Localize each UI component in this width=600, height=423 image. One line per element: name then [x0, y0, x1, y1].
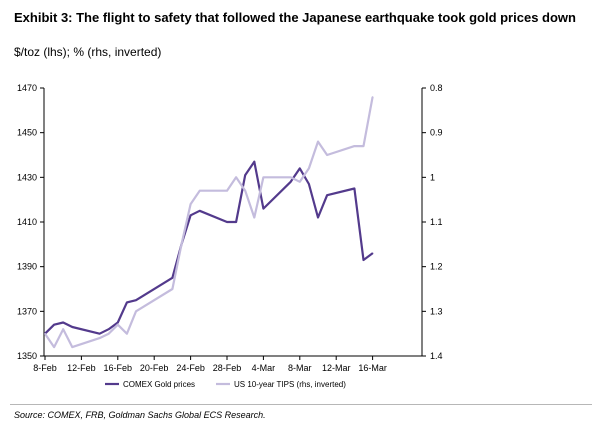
data-point [262, 207, 265, 210]
data-point [71, 326, 74, 328]
data-point [362, 259, 365, 261]
left-tick-label: 1450 [17, 128, 37, 138]
data-point [98, 332, 101, 335]
data-point [126, 332, 128, 335]
left-tick-label: 1410 [17, 217, 37, 227]
data-point [353, 145, 356, 147]
data-point [253, 160, 256, 163]
data-point [308, 167, 310, 170]
data-point [107, 332, 110, 335]
data-point [135, 299, 137, 302]
data-point [98, 337, 101, 339]
x-tick-label: 12-Mar [322, 363, 351, 373]
data-point [189, 214, 192, 217]
data-point [171, 277, 174, 279]
x-tick-label: 8-Feb [33, 363, 57, 373]
data-point [299, 181, 301, 183]
data-point [235, 221, 237, 223]
data-point [180, 243, 183, 246]
left-tick-label: 1390 [17, 262, 37, 272]
right-tick-label: 1.2 [430, 262, 443, 272]
right-tick-label: 1.1 [430, 217, 443, 227]
data-point [371, 252, 374, 255]
x-tick-label: 4-Mar [252, 363, 276, 373]
data-point [317, 216, 319, 219]
x-tick-label: 20-Feb [140, 363, 169, 373]
left-tick-label: 1350 [17, 351, 37, 361]
right-tick-label: 1.4 [430, 351, 443, 361]
footer-divider [10, 404, 592, 405]
data-point [244, 189, 246, 192]
data-point [117, 323, 119, 326]
data-point [171, 288, 174, 290]
x-tick-label: 28-Feb [213, 363, 242, 373]
data-point [362, 145, 365, 147]
series-line-tips [44, 96, 374, 349]
data-point [53, 346, 55, 348]
data-point [289, 181, 292, 183]
data-point [326, 154, 328, 156]
data-point [317, 140, 319, 143]
data-point [71, 346, 74, 348]
chart-title: Exhibit 3: The flight to safety that fol… [14, 10, 576, 25]
right-tick-label: 0.8 [430, 83, 443, 93]
data-point [189, 203, 192, 205]
data-point [117, 321, 119, 324]
chart-source: Source: COMEX, FRB, Goldman Sachs Global… [14, 410, 266, 420]
data-point [308, 183, 310, 185]
right-tick-label: 0.9 [430, 128, 443, 138]
data-point [262, 176, 265, 179]
data-point [244, 174, 246, 176]
x-tick-label: 16-Mar [358, 363, 387, 373]
x-tick-label: 12-Feb [67, 363, 96, 373]
data-point [289, 176, 292, 179]
data-point [226, 189, 228, 192]
data-point [353, 187, 356, 190]
data-point [62, 321, 64, 324]
right-tick-label: 1 [430, 172, 435, 182]
data-point [107, 328, 110, 331]
x-tick-label: 8-Mar [288, 363, 312, 373]
right-tick-label: 1.3 [430, 306, 443, 316]
data-point [198, 210, 201, 212]
x-tick-label: 16-Feb [104, 363, 133, 373]
data-point [326, 194, 328, 196]
data-point [198, 189, 201, 192]
chart-subtitle: $/toz (lhs); % (rhs, inverted) [14, 45, 162, 59]
data-point [226, 221, 228, 223]
series-line-gold [44, 160, 374, 335]
data-point [235, 176, 237, 179]
data-point [299, 167, 301, 170]
data-point [371, 96, 374, 98]
left-tick-label: 1370 [17, 306, 37, 316]
data-point [44, 332, 46, 335]
data-point [253, 216, 256, 219]
legend-label: COMEX Gold prices [123, 380, 195, 389]
x-tick-label: 24-Feb [176, 363, 205, 373]
data-point [126, 301, 128, 304]
data-point [135, 310, 137, 313]
legend-label: US 10-year TIPS (rhs, inverted) [234, 380, 346, 389]
data-point [62, 328, 64, 331]
left-tick-label: 1470 [17, 83, 37, 93]
left-tick-label: 1430 [17, 172, 37, 182]
data-point [53, 323, 55, 326]
